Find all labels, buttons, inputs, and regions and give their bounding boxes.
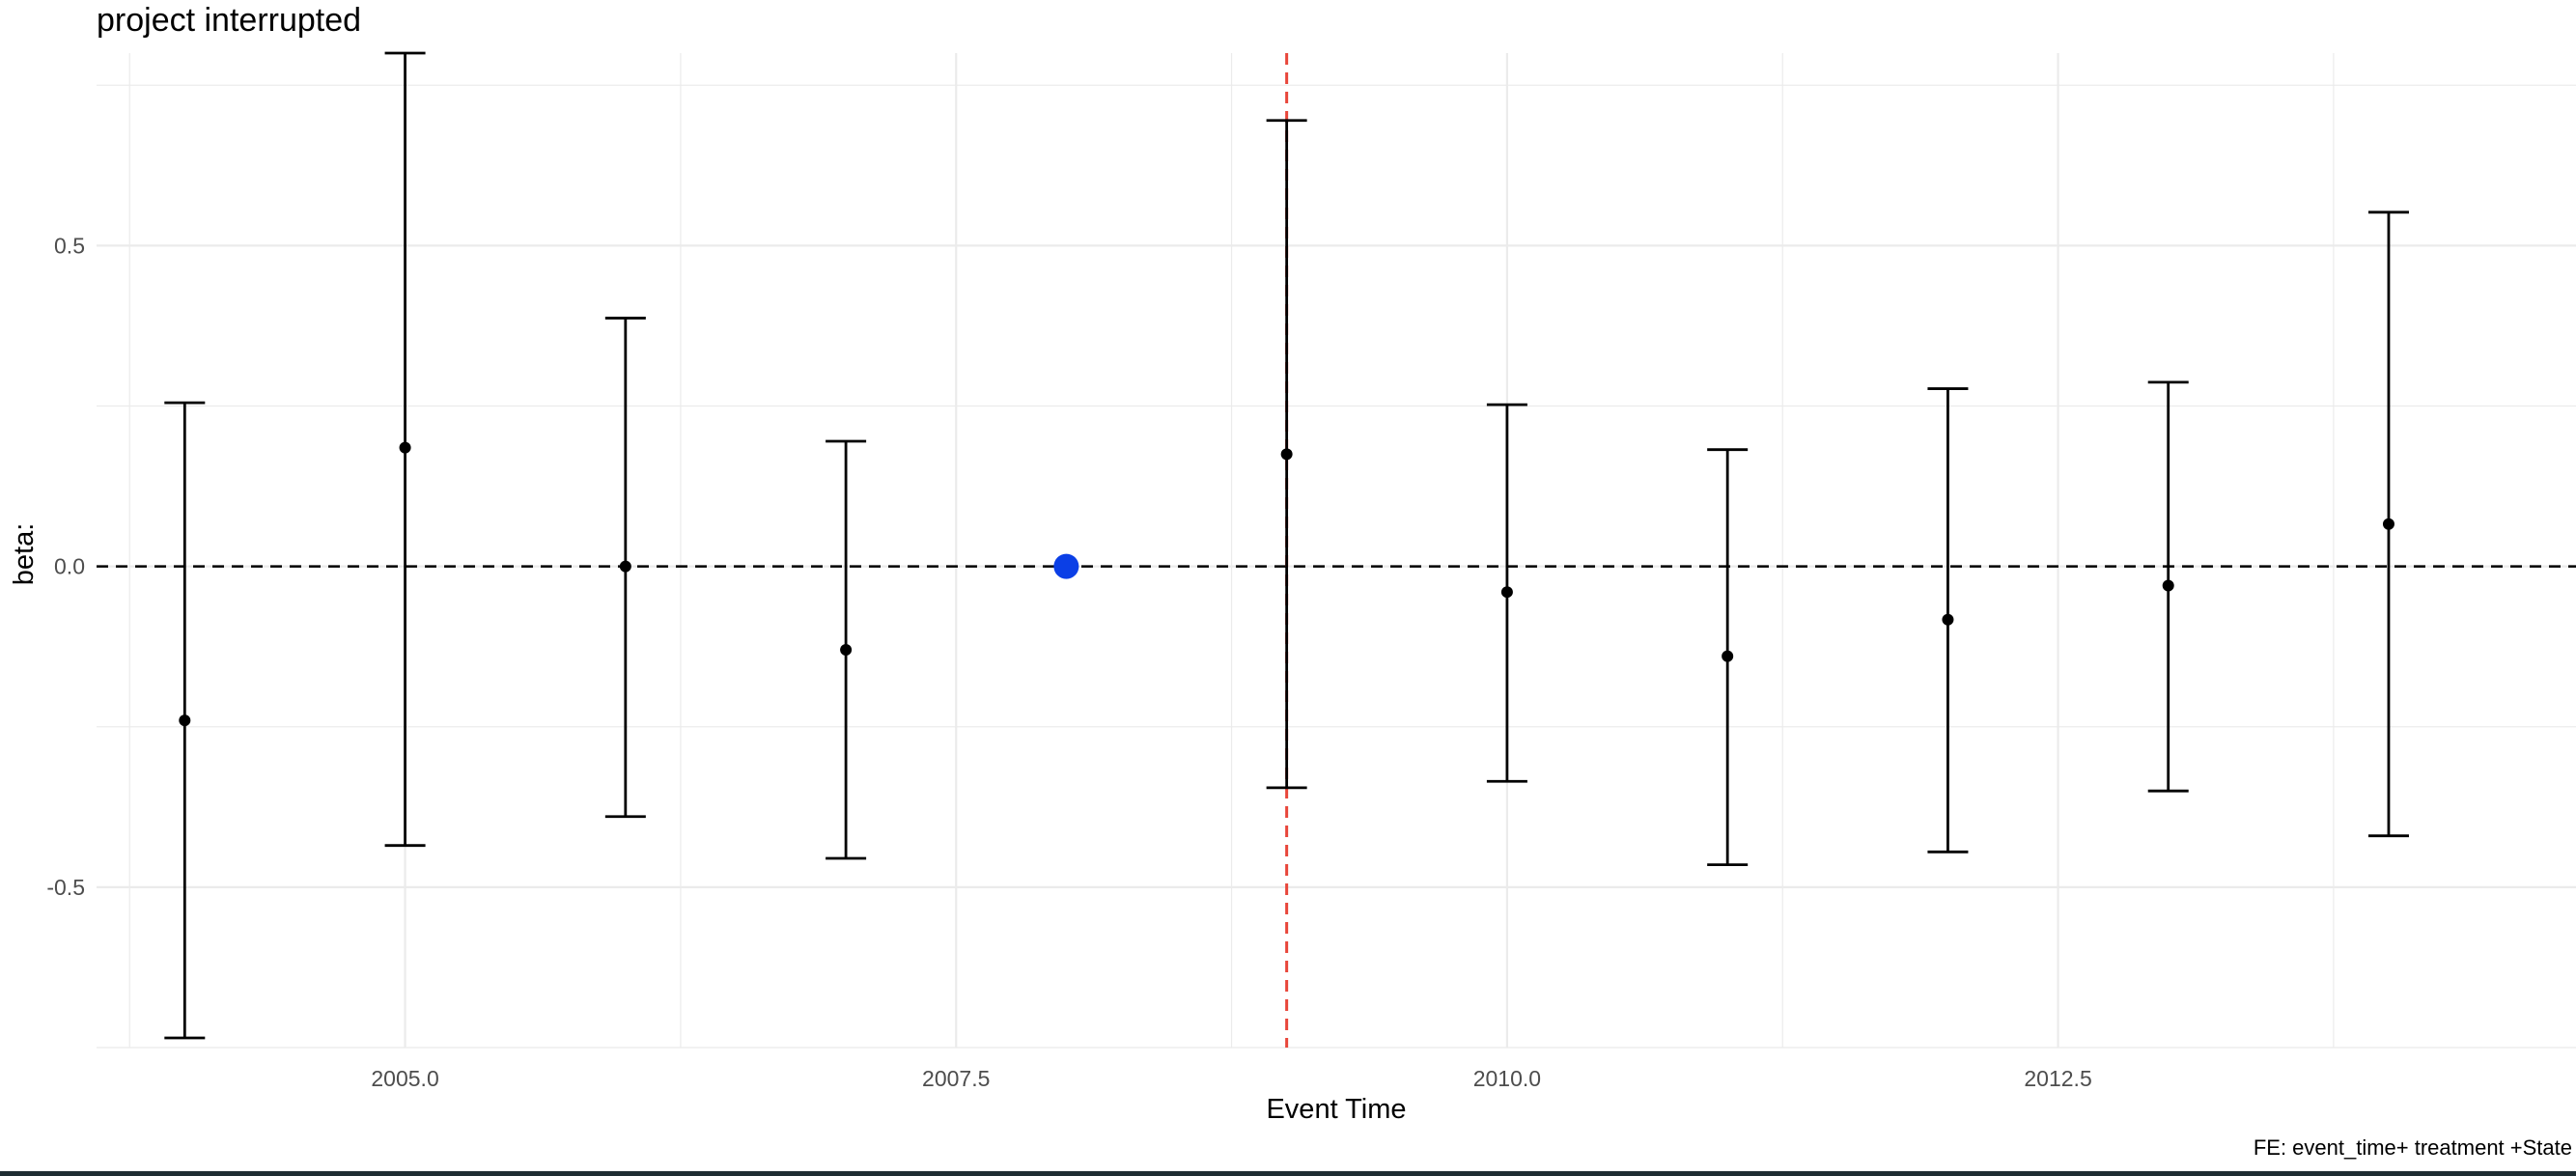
bottom-border [0,1171,2576,1176]
point-estimate [2382,518,2394,530]
point-estimate [1500,586,1513,599]
point-estimate [399,441,411,454]
x-tick-label: 2007.5 [922,1066,990,1091]
y-axis-ticks: 0.5 0.0 -0.5 [46,233,85,900]
point-estimate [1942,613,1954,626]
x-axis-label: Event Time [1266,1094,1406,1125]
x-axis-ticks: 2005.0 2007.5 2010.0 2012.5 [371,1066,2091,1091]
x-tick-label: 2005.0 [371,1066,438,1091]
point-estimate [840,644,853,656]
x-tick-label: 2012.5 [2024,1066,2091,1091]
y-tick-label: 0.5 [54,233,85,258]
point-estimate [1722,650,1734,662]
y-tick-label: -0.5 [46,875,85,900]
chart-caption: FE: event_time+ treatment +State [2254,1135,2572,1160]
x-tick-label: 2010.0 [1473,1066,1541,1091]
point-estimate [1280,448,1293,461]
chart-title: project interrupted [97,2,361,39]
reference-period-point [1053,553,1079,579]
y-tick-label: 0.0 [54,554,85,579]
y-axis-label: beta: [9,523,40,586]
point-estimates [179,441,2394,727]
point-estimate [179,714,191,727]
point-estimate [619,560,631,573]
grid-lines [97,53,2576,1049]
point-estimate [2162,579,2174,592]
